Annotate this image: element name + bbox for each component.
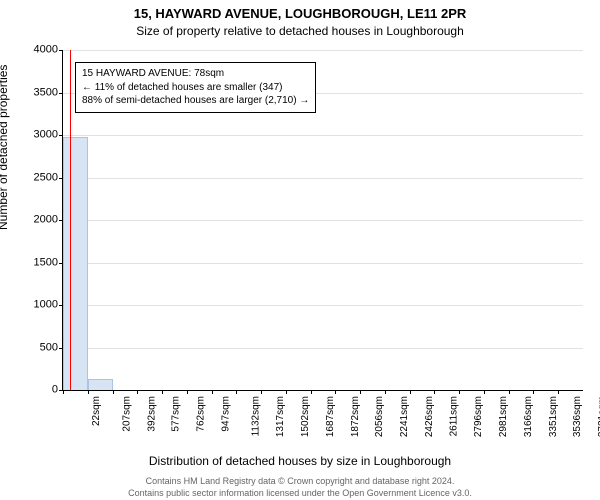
x-tick-label: 3166sqm — [523, 396, 534, 437]
x-tick-label: 2241sqm — [399, 396, 410, 437]
histogram-bar — [88, 379, 113, 390]
grid-line — [63, 178, 583, 179]
x-tick-mark — [286, 390, 287, 394]
y-tick-mark — [59, 93, 63, 94]
x-axis-label: Distribution of detached houses by size … — [0, 454, 600, 468]
x-tick-mark — [63, 390, 64, 394]
grid-line — [63, 50, 583, 51]
x-tick-mark — [335, 390, 336, 394]
grid-line — [63, 348, 583, 349]
x-tick-label: 3351sqm — [548, 396, 559, 437]
x-tick-mark — [311, 390, 312, 394]
y-tick-label: 500 — [18, 342, 58, 353]
y-axis-label: Number of detached properties — [0, 65, 10, 230]
y-tick-label: 3500 — [18, 87, 58, 98]
x-tick-label: 1502sqm — [300, 396, 311, 437]
chart-title-line1: 15, HAYWARD AVENUE, LOUGHBOROUGH, LE11 2… — [0, 6, 600, 21]
x-tick-label: 2796sqm — [474, 396, 485, 437]
x-tick-mark — [113, 390, 114, 394]
x-tick-mark — [533, 390, 534, 394]
x-tick-mark — [261, 390, 262, 394]
x-tick-label: 207sqm — [121, 396, 132, 432]
x-tick-label: 1132sqm — [250, 396, 261, 436]
x-tick-label: 1872sqm — [350, 396, 361, 437]
x-tick-label: 392sqm — [146, 396, 157, 432]
annotation-line: 88% of semi-detached houses are larger (… — [82, 94, 309, 108]
x-tick-mark — [137, 390, 138, 394]
x-tick-label: 2056sqm — [374, 396, 385, 437]
y-tick-label: 0 — [18, 385, 58, 396]
y-tick-label: 2500 — [18, 172, 58, 183]
x-tick-mark — [88, 390, 89, 394]
x-tick-mark — [360, 390, 361, 394]
grid-line — [63, 220, 583, 221]
plot-inner: 22sqm207sqm392sqm577sqm762sqm947sqm1132s… — [62, 50, 583, 391]
y-tick-label: 1000 — [18, 300, 58, 311]
histogram-bar — [63, 137, 88, 390]
x-tick-label: 2611sqm — [448, 396, 459, 436]
x-tick-mark — [162, 390, 163, 394]
x-tick-mark — [385, 390, 386, 394]
y-tick-label: 3000 — [18, 130, 58, 141]
x-tick-label: 3536sqm — [573, 396, 584, 437]
x-tick-mark — [484, 390, 485, 394]
x-tick-label: 947sqm — [220, 396, 231, 432]
x-tick-mark — [434, 390, 435, 394]
chart-container: 15, HAYWARD AVENUE, LOUGHBOROUGH, LE11 2… — [0, 0, 600, 500]
grid-line — [63, 135, 583, 136]
annotation-box: 15 HAYWARD AVENUE: 78sqm← 11% of detache… — [75, 62, 316, 113]
x-tick-mark — [509, 390, 510, 394]
y-tick-label: 1500 — [18, 257, 58, 268]
x-tick-mark — [459, 390, 460, 394]
x-tick-label: 577sqm — [171, 396, 182, 432]
x-tick-label: 2981sqm — [498, 396, 509, 437]
grid-line — [63, 263, 583, 264]
x-tick-mark — [558, 390, 559, 394]
x-tick-label: 762sqm — [196, 396, 207, 432]
y-tick-label: 2000 — [18, 215, 58, 226]
x-tick-mark — [212, 390, 213, 394]
highlight-line — [70, 50, 71, 390]
x-tick-label: 1317sqm — [276, 396, 287, 437]
annotation-line: 15 HAYWARD AVENUE: 78sqm — [82, 67, 309, 81]
y-tick-label: 4000 — [18, 45, 58, 56]
x-tick-label: 1687sqm — [325, 396, 336, 437]
y-tick-mark — [59, 50, 63, 51]
x-tick-mark — [410, 390, 411, 394]
grid-line — [63, 305, 583, 306]
x-tick-mark — [236, 390, 237, 394]
copyright-line1: Contains HM Land Registry data © Crown c… — [0, 476, 600, 486]
x-tick-label: 22sqm — [91, 396, 102, 426]
annotation-line: ← 11% of detached houses are smaller (34… — [82, 81, 309, 95]
x-tick-mark — [187, 390, 188, 394]
x-tick-label: 2426sqm — [424, 396, 435, 437]
chart-title-line2: Size of property relative to detached ho… — [0, 24, 600, 38]
copyright-line2: Contains public sector information licen… — [0, 488, 600, 498]
plot-area: 22sqm207sqm392sqm577sqm762sqm947sqm1132s… — [62, 50, 582, 390]
